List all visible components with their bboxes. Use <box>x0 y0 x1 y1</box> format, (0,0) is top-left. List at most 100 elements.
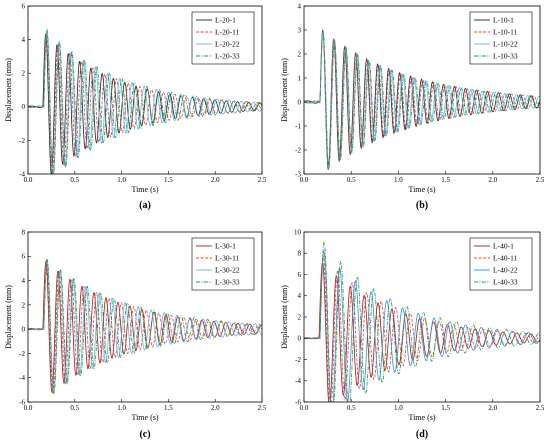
series-group <box>304 28 540 171</box>
x-axis-label: Time (s) <box>131 185 158 194</box>
y-axis-label: Displacement (mm) <box>4 58 13 122</box>
legend-box <box>469 237 533 291</box>
legend-label: L-30-33 <box>215 278 240 287</box>
x-tick-label: 0.0 <box>24 404 33 412</box>
y-tick-label: -6 <box>19 398 25 406</box>
legend-label: L-10-22 <box>493 40 518 49</box>
x-tick-label: 2.0 <box>488 404 497 412</box>
series-line-L-10-11 <box>304 29 540 171</box>
series-line-L-30-1 <box>28 259 262 394</box>
legend-label: L-10-11 <box>493 28 518 37</box>
legend-label: L-30-22 <box>215 266 240 275</box>
y-tick-label: 2 <box>22 70 26 78</box>
y-tick-label: -2 <box>295 146 301 154</box>
panel-3: 0.0 0.5 1.0 1.5 2.0 2.5 -6 -4 -2 0 2 4 6 8 Time (s) Dis… <box>4 228 267 440</box>
x-tick-label: 1.0 <box>117 404 126 412</box>
y-tick-label: 2 <box>298 50 302 58</box>
x-tick-label: 1.5 <box>441 404 450 412</box>
y-tick-label: 0 <box>22 326 26 334</box>
series-group <box>28 27 262 174</box>
legend-box <box>191 237 255 291</box>
x-tick-label: 0.5 <box>70 176 79 184</box>
legend-label: L-40-33 <box>493 278 518 287</box>
series-group <box>28 258 262 395</box>
y-tick-label: -2 <box>295 356 301 364</box>
series-line-L-20-1 <box>28 33 262 174</box>
y-tick-label: 0 <box>298 98 302 106</box>
legend-label: L-10-1 <box>493 16 514 25</box>
series-line-L-20-22 <box>28 30 262 174</box>
legend-label: L-20-22 <box>215 40 240 49</box>
x-tick-label: 0.0 <box>24 176 33 184</box>
series-group <box>304 241 540 402</box>
y-tick-label: 4 <box>22 36 26 44</box>
legend-label: L-30-1 <box>215 242 236 251</box>
y-tick-label: 8 <box>298 250 302 258</box>
x-tick-label: 2.0 <box>488 176 497 184</box>
y-axis-label: Displacement (mm) <box>280 58 289 122</box>
x-tick-label: 2.5 <box>536 404 545 412</box>
series-line-L-30-22 <box>28 260 262 395</box>
y-tick-label: 4 <box>22 277 26 285</box>
x-tick-label: 2.5 <box>258 176 267 184</box>
legend-label: L-20-1 <box>215 16 236 25</box>
panel-label: (b) <box>416 200 428 211</box>
x-tick-label: 0.0 <box>300 176 309 184</box>
series-line-L-30-11 <box>28 258 262 395</box>
legend: L-40-1 L-40-11 L-40-22 L-40-33 <box>469 237 533 291</box>
y-tick-label: 2 <box>298 313 302 321</box>
x-tick-label: 0.5 <box>347 176 356 184</box>
y-tick-label: 0 <box>298 335 302 343</box>
x-tick-label: 0.5 <box>347 404 356 412</box>
y-tick-label: 2 <box>22 301 26 309</box>
x-tick-label: 1.0 <box>394 404 403 412</box>
y-tick-label: 0 <box>22 103 26 111</box>
series-line-L-20-33 <box>28 27 262 174</box>
panel-4: 0.0 0.5 1.0 1.5 2.0 2.5 -6 -4 -2 0 2 4 6 8 10 Time (s) D… <box>280 228 545 440</box>
legend-label: L-40-11 <box>493 254 518 263</box>
legend-box <box>469 11 533 65</box>
legend-box <box>191 11 255 65</box>
y-tick-label: 4 <box>298 2 302 10</box>
legend-label: L-40-22 <box>493 266 518 275</box>
y-tick-label: -4 <box>19 374 25 382</box>
panel-label: (c) <box>139 429 150 440</box>
x-tick-label: 1.0 <box>117 176 126 184</box>
x-tick-label: 2.5 <box>258 404 267 412</box>
y-tick-label: 10 <box>294 228 302 236</box>
series-line-L-10-33 <box>304 31 540 170</box>
panel-label: (a) <box>139 200 151 211</box>
legend-label: L-20-11 <box>215 28 240 37</box>
y-tick-label: 3 <box>298 26 302 34</box>
x-axis-label: Time (s) <box>408 413 435 422</box>
y-tick-label: -3 <box>295 170 301 178</box>
x-tick-label: 1.5 <box>441 176 450 184</box>
x-tick-label: 2.5 <box>536 176 545 184</box>
y-tick-label: -4 <box>295 377 301 385</box>
series-line-L-40-33 <box>304 241 540 402</box>
legend: L-10-1 L-10-11 L-10-22 L-10-33 <box>469 11 533 65</box>
legend: L-20-1 L-20-11 L-20-22 L-20-33 <box>191 11 255 65</box>
y-tick-label: 6 <box>22 253 26 261</box>
y-tick-label: -2 <box>19 350 25 358</box>
y-tick-label: 6 <box>22 2 26 10</box>
legend-label: L-40-1 <box>493 242 514 251</box>
series-line-L-30-33 <box>28 258 262 394</box>
y-tick-label: 4 <box>298 292 302 300</box>
legend-label: L-10-33 <box>493 52 518 61</box>
panel-2: 0.0 0.5 1.0 1.5 2.0 2.5 -3 -2 -1 0 1 2 3 4 Time (s) Dis… <box>280 2 545 211</box>
series-line-L-10-1 <box>304 28 540 170</box>
y-axis-label: Displacement (mm) <box>4 285 13 349</box>
y-tick-label: -2 <box>19 137 25 145</box>
x-axis-label: Time (s) <box>408 185 435 194</box>
series-line-L-20-11 <box>28 31 262 174</box>
x-tick-label: 2.0 <box>211 176 220 184</box>
x-tick-label: 0.5 <box>70 404 79 412</box>
y-tick-label: 1 <box>298 74 302 82</box>
y-tick-label: 8 <box>22 228 26 236</box>
series-line-L-40-22 <box>304 250 540 402</box>
y-tick-label: -1 <box>295 122 301 130</box>
y-tick-label: -4 <box>19 170 25 178</box>
legend-label: L-30-11 <box>215 254 240 263</box>
plot-frame <box>27 5 263 175</box>
